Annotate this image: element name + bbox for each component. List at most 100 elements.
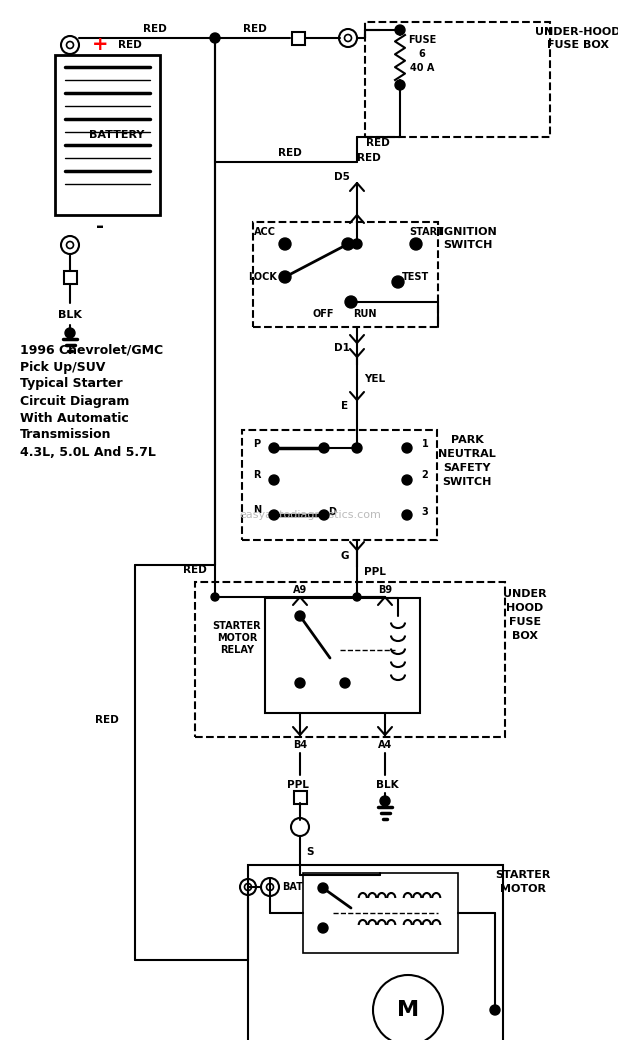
Text: STARTER
MOTOR
RELAY: STARTER MOTOR RELAY xyxy=(213,621,261,654)
Text: A4: A4 xyxy=(378,740,392,750)
Circle shape xyxy=(402,443,412,453)
Text: Transmission: Transmission xyxy=(20,428,111,442)
Bar xyxy=(303,873,458,953)
Text: 4.3L, 5.0L And 5.7L: 4.3L, 5.0L And 5.7L xyxy=(20,445,156,459)
Text: +: + xyxy=(91,35,108,54)
Text: OFF: OFF xyxy=(312,309,334,319)
Text: D1: D1 xyxy=(334,343,350,353)
Text: B4: B4 xyxy=(293,740,307,750)
Bar xyxy=(294,791,307,804)
Circle shape xyxy=(402,475,412,485)
Text: FUSE: FUSE xyxy=(509,617,541,627)
Text: G: G xyxy=(341,551,349,561)
Text: LOCK: LOCK xyxy=(248,272,277,282)
Circle shape xyxy=(410,238,422,250)
Text: BLK: BLK xyxy=(376,780,399,790)
Circle shape xyxy=(353,593,361,601)
Text: Typical Starter: Typical Starter xyxy=(20,378,122,390)
Text: RED: RED xyxy=(143,24,167,34)
Text: PARK: PARK xyxy=(451,435,483,445)
Text: D: D xyxy=(328,506,336,517)
Bar xyxy=(265,598,420,713)
Circle shape xyxy=(269,475,279,485)
Text: BOX: BOX xyxy=(512,631,538,641)
Circle shape xyxy=(269,443,279,453)
Text: UNDER: UNDER xyxy=(503,589,547,599)
Text: Circuit Diagram: Circuit Diagram xyxy=(20,394,129,408)
Circle shape xyxy=(295,678,305,688)
Circle shape xyxy=(395,80,405,90)
Text: RED: RED xyxy=(95,716,119,725)
Circle shape xyxy=(211,593,219,601)
Circle shape xyxy=(318,883,328,893)
Text: RED: RED xyxy=(278,148,302,158)
Circle shape xyxy=(490,1005,500,1015)
Text: BATTERY: BATTERY xyxy=(90,130,145,140)
Circle shape xyxy=(340,678,350,688)
Bar xyxy=(195,582,505,737)
Text: BAT: BAT xyxy=(282,882,303,892)
Circle shape xyxy=(345,296,357,308)
Circle shape xyxy=(395,25,405,35)
Text: RED: RED xyxy=(183,565,207,575)
Bar xyxy=(253,222,438,327)
Text: PPL: PPL xyxy=(287,780,309,790)
Circle shape xyxy=(392,276,404,288)
Bar xyxy=(248,865,503,1040)
Circle shape xyxy=(279,271,291,283)
Text: R: R xyxy=(253,470,261,480)
Text: 3: 3 xyxy=(421,506,428,517)
Text: easyautodiagnostics.com: easyautodiagnostics.com xyxy=(239,510,381,520)
Text: RED: RED xyxy=(243,24,267,34)
Text: STARTER: STARTER xyxy=(495,870,551,880)
Text: 1996 Chevrolet/GMC: 1996 Chevrolet/GMC xyxy=(20,343,163,357)
Circle shape xyxy=(279,238,291,250)
Text: SWITCH: SWITCH xyxy=(443,240,493,250)
Text: E: E xyxy=(341,401,349,411)
Circle shape xyxy=(380,796,390,806)
Bar xyxy=(55,55,160,215)
Text: NEUTRAL: NEUTRAL xyxy=(438,449,496,459)
Circle shape xyxy=(319,510,329,520)
Text: RUN: RUN xyxy=(353,309,377,319)
Text: HOOD: HOOD xyxy=(506,603,544,613)
Text: YEL: YEL xyxy=(365,374,386,384)
Text: N: N xyxy=(253,505,261,515)
Text: FUSE: FUSE xyxy=(408,35,436,45)
Circle shape xyxy=(210,33,220,43)
Text: SWITCH: SWITCH xyxy=(442,477,492,487)
Text: S: S xyxy=(307,847,314,857)
Text: A9: A9 xyxy=(293,584,307,595)
Text: START: START xyxy=(408,227,443,237)
Text: TEST: TEST xyxy=(402,272,430,282)
Circle shape xyxy=(318,924,328,933)
Text: RED: RED xyxy=(357,153,381,163)
Text: PPL: PPL xyxy=(364,567,386,577)
Text: Pick Up/SUV: Pick Up/SUV xyxy=(20,361,106,373)
Circle shape xyxy=(402,510,412,520)
Text: MOTOR: MOTOR xyxy=(500,884,546,894)
Circle shape xyxy=(269,510,279,520)
Text: FUSE BOX: FUSE BOX xyxy=(547,40,609,50)
Text: RED: RED xyxy=(118,40,142,50)
Text: SAFETY: SAFETY xyxy=(443,463,491,473)
Text: ACC: ACC xyxy=(254,227,276,237)
Text: M: M xyxy=(397,1000,419,1020)
Text: P: P xyxy=(253,439,261,449)
Text: 2: 2 xyxy=(421,470,428,480)
Circle shape xyxy=(352,239,362,249)
Circle shape xyxy=(352,443,362,453)
Text: D5: D5 xyxy=(334,172,350,182)
Text: 1: 1 xyxy=(421,439,428,449)
Text: IGNITION: IGNITION xyxy=(439,227,496,237)
Text: UNDER-HOOD: UNDER-HOOD xyxy=(535,27,618,37)
Bar xyxy=(242,430,437,540)
Text: 6: 6 xyxy=(418,49,425,59)
Text: B9: B9 xyxy=(378,584,392,595)
Circle shape xyxy=(342,238,354,250)
Text: RED: RED xyxy=(366,138,390,148)
Text: BLK: BLK xyxy=(58,310,82,320)
Text: 40 A: 40 A xyxy=(410,63,434,73)
Bar xyxy=(292,32,305,45)
Bar xyxy=(365,22,550,137)
